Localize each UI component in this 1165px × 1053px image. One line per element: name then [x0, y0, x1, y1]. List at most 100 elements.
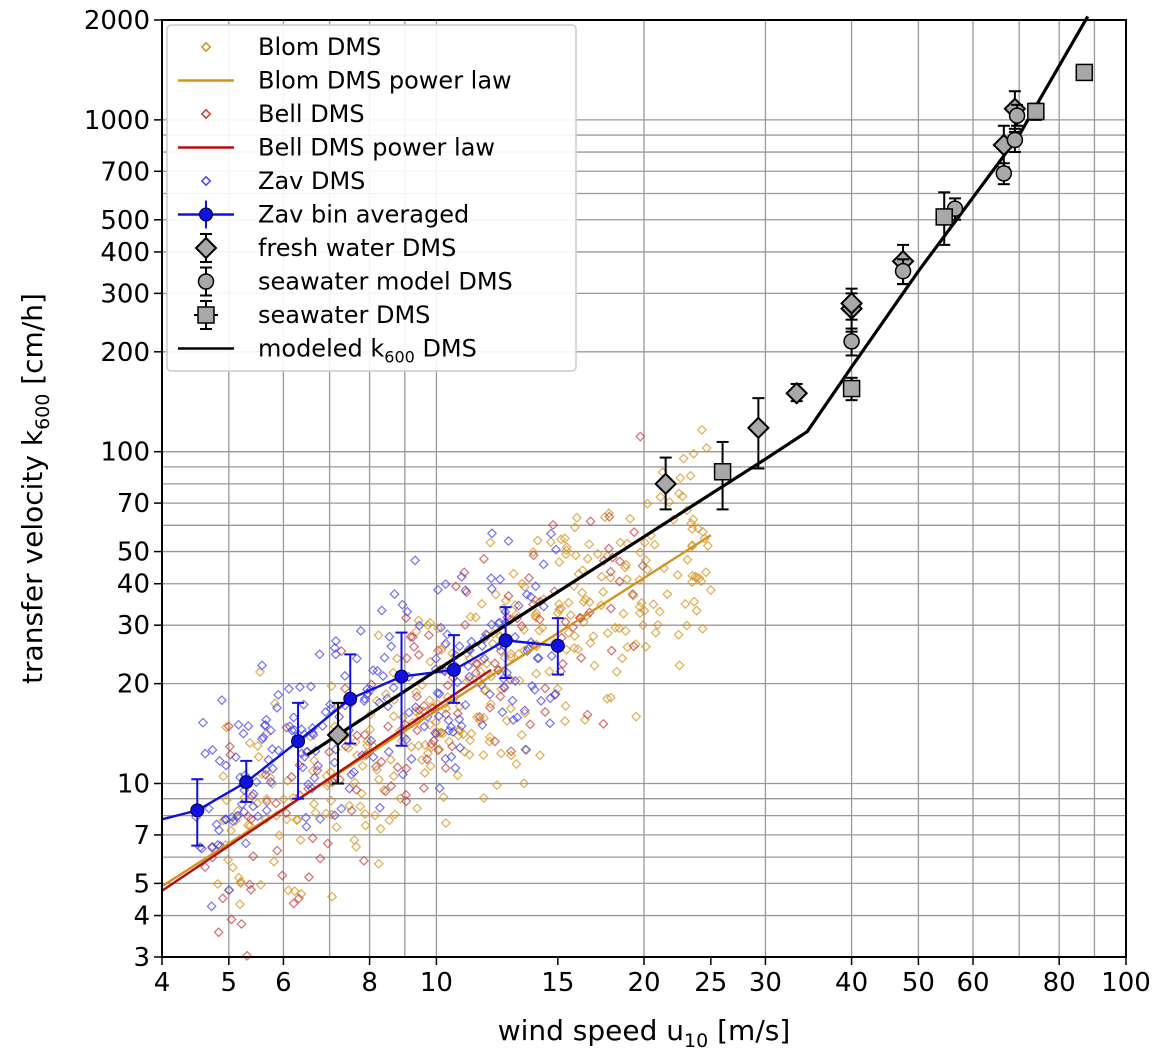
scatter-point: [610, 622, 621, 633]
y-tick-label: 40: [117, 570, 150, 600]
scatter-point: [460, 699, 471, 710]
scatter-point: [696, 576, 707, 587]
scatter-point: [224, 741, 235, 752]
scatter-point: [521, 589, 532, 600]
scatter-point: [248, 788, 259, 799]
scatter-point: [478, 750, 489, 761]
legend-marker: [197, 306, 215, 324]
scatter-point: [565, 610, 576, 621]
scatter-point: [499, 682, 510, 693]
scatter-point: [569, 522, 580, 533]
legend-label-suffix: DMS: [415, 335, 477, 363]
scatter-point: [570, 550, 581, 561]
scatter-point: [688, 514, 699, 525]
scatter-point: [602, 628, 613, 639]
scatter-point: [351, 841, 362, 852]
scatter-point: [524, 572, 535, 584]
scatter-point: [265, 776, 276, 788]
scatter-point: [463, 661, 474, 672]
scatter-point: [378, 670, 389, 682]
scatter-point: [339, 683, 351, 694]
scatter-point: [371, 761, 382, 772]
scatter-point: [413, 615, 424, 626]
x-tick-label: 30: [749, 968, 782, 998]
scatter-point: [305, 681, 316, 692]
scatter-point: [235, 878, 246, 889]
scatter-point: [349, 777, 360, 788]
scatter-point: [410, 555, 421, 566]
scatter-point: [605, 566, 616, 577]
scatter-point: [281, 722, 292, 733]
scatter-point: [447, 726, 459, 737]
scatter-point: [486, 583, 497, 594]
scatter-point: [502, 612, 513, 623]
scatter-point: [252, 740, 263, 751]
scatter-point: [554, 604, 565, 615]
y-tick-label: 70: [117, 489, 150, 519]
scatter-point: [302, 746, 313, 757]
scatter-point: [315, 853, 326, 864]
scatter-point: [625, 513, 636, 524]
scatter-point: [605, 572, 616, 583]
scatter-point: [454, 641, 465, 652]
scatter-point: [533, 653, 544, 664]
scatter-point: [639, 605, 650, 616]
data-point: [1008, 107, 1026, 124]
scatter-point: [690, 571, 701, 582]
y-tick-label: 3: [133, 943, 150, 973]
scatter-point: [484, 689, 495, 700]
scatter-point: [440, 638, 451, 649]
scatter-point: [546, 650, 557, 661]
scatter-point: [560, 700, 571, 712]
scatter-point: [585, 516, 596, 527]
scatter-point: [301, 821, 312, 832]
y-axis-label: transfer velocity k600 [cm/h]: [16, 293, 54, 684]
scatter-point: [446, 751, 457, 762]
y-axis-label-sub: 600: [32, 394, 54, 430]
scatter-point: [257, 734, 268, 745]
scatter-point: [432, 687, 443, 699]
y-tick-label: 30: [117, 611, 150, 641]
scatter-point: [432, 584, 443, 595]
scatter-point: [358, 855, 369, 866]
scatter-point: [212, 878, 223, 889]
scatter-point: [631, 711, 642, 722]
scatter-point: [516, 729, 527, 741]
scatter-point: [248, 801, 259, 812]
scatter-point: [440, 579, 451, 590]
scatter-point: [527, 680, 538, 691]
scatter-point: [260, 769, 271, 780]
data-point: [995, 165, 1013, 182]
scatter-point: [686, 518, 697, 529]
scatter-point: [292, 814, 303, 825]
scatter-point: [425, 656, 436, 667]
scatter-point: [365, 724, 376, 735]
scatter-point: [550, 544, 562, 555]
scatter-point: [689, 596, 700, 607]
scatter-point: [531, 668, 542, 679]
scatter-point: [227, 862, 238, 873]
scatter-point: [376, 756, 387, 767]
legend-label-main: Bell DMS power law: [258, 134, 495, 162]
scatter-point: [272, 845, 283, 856]
legend-marker: [194, 236, 218, 260]
scatter-point: [296, 888, 307, 899]
scatter-point: [696, 424, 707, 435]
scatter-point: [648, 599, 659, 610]
x-tick-label: 40: [835, 968, 868, 998]
scatter-point: [477, 640, 488, 651]
data-point: [935, 208, 953, 226]
scatter-point: [634, 607, 646, 619]
scatter-point: [554, 599, 565, 610]
x-axis-ticks: 4 5 6 8 10 15 20 25 30 40 50 60 80 100: [154, 957, 1151, 998]
scatter-point: [397, 769, 408, 780]
scatter-point: [227, 812, 238, 823]
legend-label: Zav bin averaged: [258, 201, 469, 229]
scatter-point: [702, 540, 713, 551]
legend-label-main: modeled k: [258, 335, 384, 363]
scatter-point: [411, 687, 422, 698]
scatter-point: [559, 533, 570, 544]
scatter-point: [596, 571, 607, 582]
scatter-point: [433, 623, 444, 634]
data-point: [1006, 131, 1024, 149]
